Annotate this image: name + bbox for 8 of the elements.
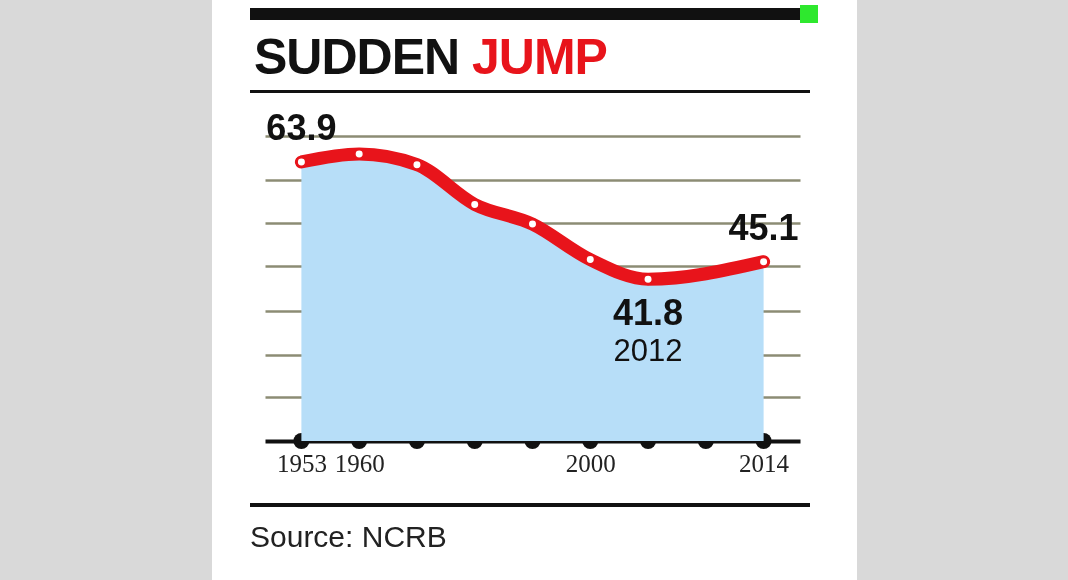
annotation: 2012 [613,333,683,369]
x-tick-label: 1960 [334,449,385,477]
source-note: Source: NCRB [250,520,447,554]
x-tick-label: 2014 [739,449,790,477]
data-label: 41.8 [613,292,684,334]
chart-title: SUDDEN JUMP [254,29,607,85]
x-tick-label: 2000 [565,449,616,477]
x-tick-label: 1953 [276,449,327,477]
